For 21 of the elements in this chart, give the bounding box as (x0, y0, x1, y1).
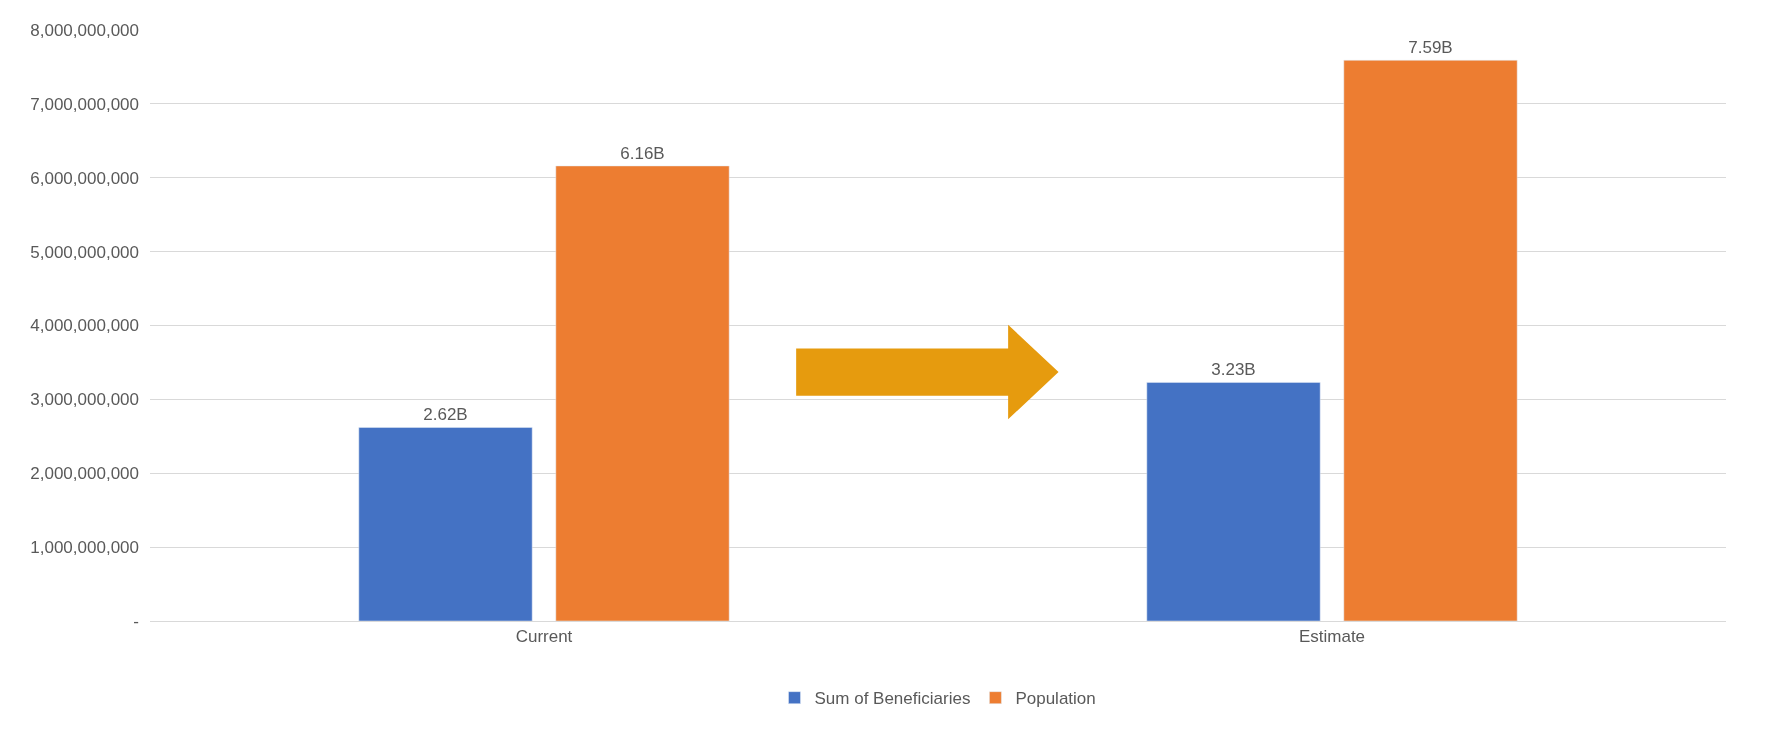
y-tick-label: 7,000,000,000 (30, 94, 139, 114)
y-tick-label: 6,000,000,000 (30, 168, 139, 188)
bar (1146, 382, 1321, 621)
data-label: 3.23B (1211, 360, 1256, 380)
data-label: 2.62B (423, 405, 468, 425)
legend-label: Sum of Beneficiaries (814, 689, 971, 709)
x-tick-label: Current (515, 627, 573, 647)
bar (1343, 60, 1518, 621)
y-tick-label: 8,000,000,000 (30, 20, 139, 40)
y-tick-label: 1,000,000,000 (30, 538, 139, 558)
bar (555, 165, 730, 621)
legend-label: Population (1015, 689, 1096, 709)
y-tick-label: 2,000,000,000 (30, 464, 139, 484)
x-tick-label: Estimate (1298, 627, 1366, 647)
data-label: 6.16B (620, 143, 665, 163)
data-label: 7.59B (1408, 38, 1453, 58)
y-tick-label: 4,000,000,000 (30, 316, 139, 336)
y-tick-label: 5,000,000,000 (30, 242, 139, 262)
y-tick-label: 3,000,000,000 (30, 390, 139, 410)
bar (358, 427, 533, 621)
y-tick-label: - (133, 611, 139, 631)
